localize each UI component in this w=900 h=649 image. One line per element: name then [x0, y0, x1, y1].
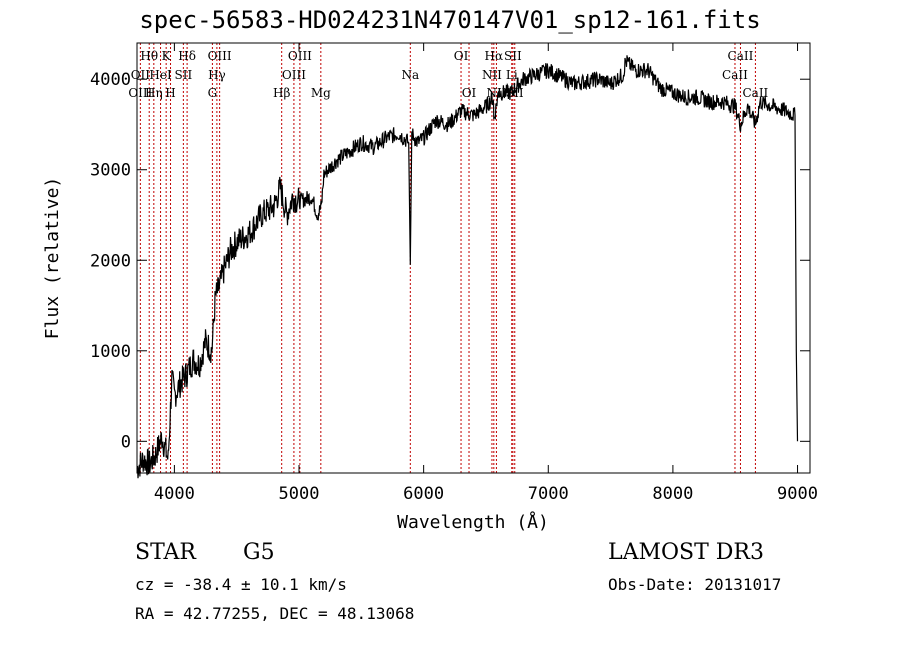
survey-name: LAMOST DR3 — [608, 540, 764, 565]
redshift-text: cz = -38.4 ± 10.1 km/s — [135, 575, 347, 594]
plot-frame — [136, 42, 811, 474]
object-class: STAR — [135, 540, 196, 565]
spectral-line-label: OI — [462, 86, 477, 100]
spectral-line-label: Hδ — [178, 49, 196, 63]
x-tick-label: 8000 — [652, 484, 693, 504]
object-subclass: G5 — [243, 540, 275, 565]
coordinates-text: RA = 42.77255, DEC = 48.13068 — [135, 604, 415, 623]
spectral-line-label: CaII — [722, 68, 748, 82]
spectral-line-label: OI — [454, 49, 469, 63]
y-tick-label: 0 — [121, 432, 131, 452]
spectral-line-label: HeI — [149, 68, 172, 82]
page-title: spec-56583-HD024231N470147V01_sp12-161.f… — [139, 6, 761, 34]
y-tick-label: 1000 — [90, 342, 131, 362]
spectral-line-label: OIII — [128, 86, 152, 100]
x-axis-label: Wavelength (Å) — [397, 511, 549, 533]
x-tick-label: 5000 — [279, 484, 320, 504]
spectral-line-label: Hη — [145, 86, 163, 100]
spectrum-series — [136, 55, 799, 479]
obs-date-text: Obs-Date: 20131017 — [608, 575, 782, 594]
spectral-line-label: SII — [175, 68, 193, 82]
spectral-line-label: K — [162, 49, 172, 63]
spectral-line-label: Hθ — [140, 49, 158, 63]
y-tick-label: 2000 — [90, 251, 131, 271]
spectral-line-label: OIII — [208, 49, 232, 63]
spectral-line-label: Hγ — [208, 68, 226, 82]
spectral-line-label: Li — [506, 68, 518, 82]
spectral-line-label: Na — [401, 68, 419, 82]
spectral-line-label: Hα — [485, 49, 504, 63]
spectral-line-label: NII — [482, 68, 502, 82]
x-tick-label: 7000 — [528, 484, 569, 504]
x-tick-label: 4000 — [154, 484, 195, 504]
y-tick-label: 3000 — [90, 161, 131, 181]
spectral-line-label: H — [165, 86, 175, 100]
x-tick-label: 6000 — [403, 484, 444, 504]
spectral-line-label: CaII — [728, 49, 754, 63]
x-axis-ticks: 4000 5000 6000 7000 8000 9000 — [154, 43, 818, 504]
spectral-line-label: OIII — [282, 68, 306, 82]
spectral-line-label: OII — [131, 68, 151, 82]
spectral-line-label: G — [208, 86, 218, 100]
y-axis-label: Flux (relative) — [42, 177, 63, 340]
y-tick-label: 4000 — [90, 70, 131, 90]
spectral-line-label: SII — [504, 49, 522, 63]
spectral-line-label: OIII — [288, 49, 312, 63]
x-tick-label: 9000 — [777, 484, 818, 504]
y-axis-ticks: 0 1000 2000 3000 4000 — [90, 70, 810, 452]
spectral-line-label: Mg — [311, 86, 331, 100]
spectral-line-label: Hβ — [273, 86, 290, 100]
spectral-line-label: CaII — [742, 86, 768, 100]
spectrum-line — [136, 55, 799, 479]
